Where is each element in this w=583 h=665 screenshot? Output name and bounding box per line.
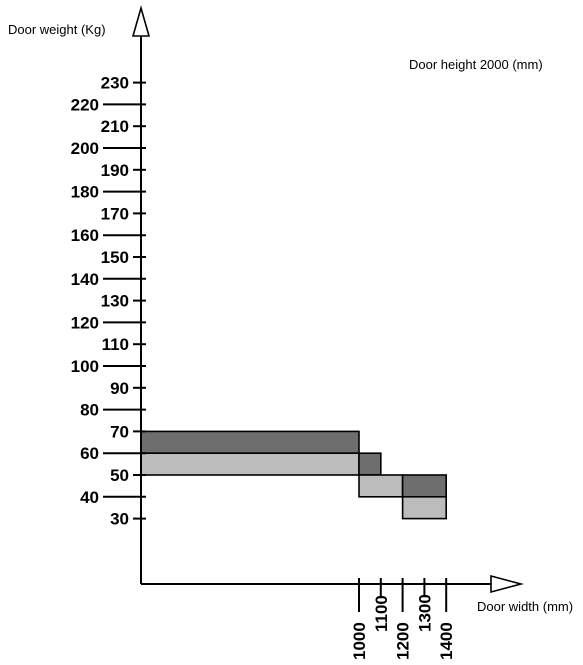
x-tick-label: 1200 xyxy=(394,622,413,660)
y-axis-arrow-icon xyxy=(131,5,151,37)
y-tick-label: 130 xyxy=(101,292,129,311)
y-tick-label: 180 xyxy=(71,183,99,202)
region-2 xyxy=(358,452,382,476)
y-tick-label: 110 xyxy=(102,335,129,354)
y-tick-label: 220 xyxy=(71,95,99,114)
region-3 xyxy=(358,474,404,498)
x-axis-arrow-icon xyxy=(490,574,525,594)
axes xyxy=(131,5,525,594)
y-tick-label: 40 xyxy=(80,488,99,507)
region-0 xyxy=(140,430,360,454)
y-tick-label: 120 xyxy=(71,313,99,332)
y-tick-label: 70 xyxy=(110,422,129,441)
y-tick-label: 100 xyxy=(71,357,99,376)
y-axis-label: Door weight (Kg) xyxy=(8,22,106,37)
y-tick-label: 80 xyxy=(80,401,99,420)
y-tick-label: 90 xyxy=(110,379,129,398)
region-5 xyxy=(401,495,448,520)
region-4 xyxy=(401,474,448,498)
x-axis-label: Door width (mm) xyxy=(477,599,573,614)
tick-marks xyxy=(103,81,448,612)
y-tick-label: 170 xyxy=(101,204,129,223)
y-tick-label: 190 xyxy=(101,161,129,180)
y-tick-label: 50 xyxy=(110,466,129,485)
y-tick-label: 140 xyxy=(71,270,99,289)
y-tick-label: 30 xyxy=(110,510,129,529)
x-tick-label: 1100 xyxy=(372,595,391,632)
y-tick-label: 200 xyxy=(71,139,99,158)
chart-annotation: Door height 2000 (mm) xyxy=(409,57,543,72)
data-regions xyxy=(140,430,448,520)
x-tick-label: 1400 xyxy=(437,622,456,660)
x-tick-label: 1000 xyxy=(350,622,369,660)
y-tick-label: 150 xyxy=(101,248,129,267)
y-tick-label: 60 xyxy=(80,444,99,463)
x-tick-label: 1300 xyxy=(415,594,434,632)
tick-labels: 30 40 50 60 70 80 90 10011012013014015016017018… xyxy=(71,74,457,660)
y-tick-label: 160 xyxy=(71,226,99,245)
region-1 xyxy=(140,452,360,476)
y-tick-label: 210 xyxy=(101,117,129,136)
y-tick-label: 230 xyxy=(101,74,129,93)
